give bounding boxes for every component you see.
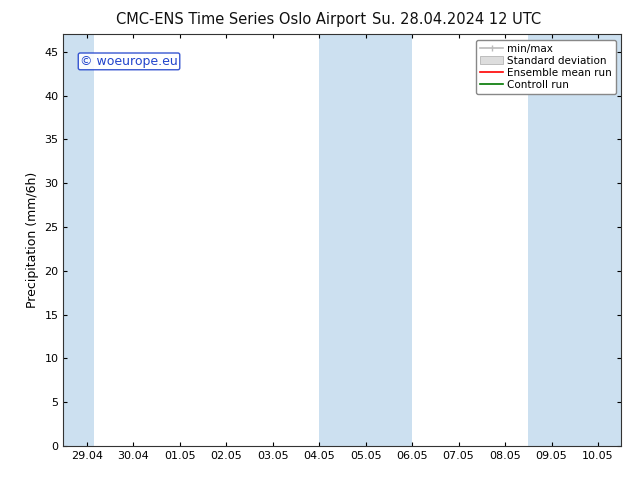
Y-axis label: Precipitation (mm/6h): Precipitation (mm/6h) — [26, 172, 39, 308]
Legend: min/max, Standard deviation, Ensemble mean run, Controll run: min/max, Standard deviation, Ensemble me… — [476, 40, 616, 94]
Bar — [319, 34, 412, 446]
Bar — [528, 34, 621, 446]
Text: Su. 28.04.2024 12 UTC: Su. 28.04.2024 12 UTC — [372, 12, 541, 27]
Bar — [63, 34, 94, 446]
Text: © woeurope.eu: © woeurope.eu — [80, 55, 178, 68]
Text: CMC-ENS Time Series Oslo Airport: CMC-ENS Time Series Oslo Airport — [116, 12, 366, 27]
